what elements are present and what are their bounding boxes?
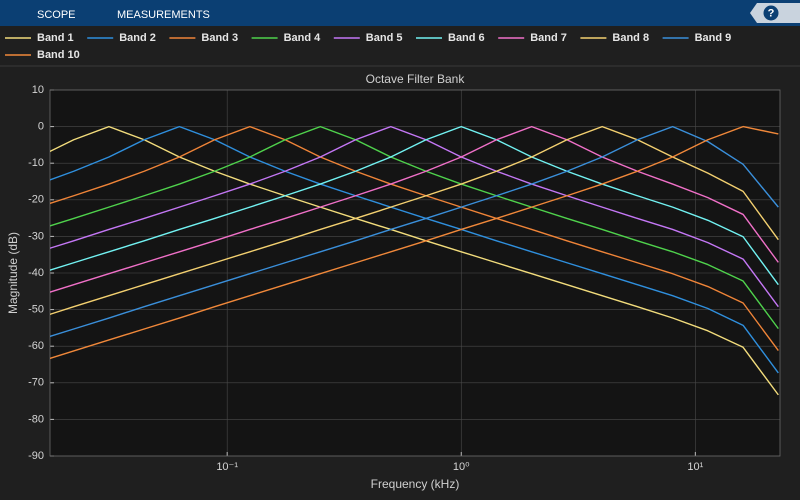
y-tick-label: -10 bbox=[28, 157, 44, 169]
series-line bbox=[50, 125, 779, 330]
legend-label[interactable]: Band 4 bbox=[284, 32, 322, 44]
y-tick-label: 10 bbox=[32, 84, 44, 96]
series-line bbox=[50, 125, 779, 352]
help-icon[interactable]: ? bbox=[768, 7, 775, 19]
toolstrip bbox=[0, 0, 800, 26]
series-line bbox=[50, 125, 779, 308]
legend-label[interactable]: Band 9 bbox=[695, 32, 732, 44]
x-tick-label: 10⁻¹ bbox=[216, 461, 238, 473]
y-tick-label: 0 bbox=[38, 121, 44, 133]
series-group bbox=[50, 125, 779, 396]
series-line bbox=[50, 125, 779, 293]
plot-frame bbox=[49, 89, 781, 457]
legend-label[interactable]: Band 10 bbox=[37, 49, 80, 61]
series-line bbox=[50, 125, 779, 396]
y-tick-label: -50 bbox=[28, 304, 44, 316]
series-line bbox=[50, 125, 779, 338]
x-tick-label: 10⁰ bbox=[453, 461, 470, 473]
series-line bbox=[50, 125, 779, 286]
y-tick-label: -40 bbox=[28, 267, 44, 279]
series-line bbox=[50, 125, 779, 360]
series-line bbox=[50, 125, 779, 374]
legend-label[interactable]: Band 1 bbox=[37, 32, 74, 44]
y-tick-label: -30 bbox=[28, 230, 44, 242]
series-line bbox=[50, 125, 779, 316]
legend-label[interactable]: Band 7 bbox=[530, 32, 567, 44]
y-axis-label: Magnitude (dB) bbox=[6, 232, 20, 314]
help-icon-bg bbox=[763, 5, 779, 21]
x-tick-label: 10¹ bbox=[687, 461, 703, 473]
y-tick-label: -70 bbox=[28, 377, 44, 389]
legend-label[interactable]: Band 5 bbox=[366, 32, 403, 44]
y-tick-label: -20 bbox=[28, 194, 44, 206]
legend-label[interactable]: Band 6 bbox=[448, 32, 485, 44]
y-tick-label: -80 bbox=[28, 413, 44, 425]
tab[interactable]: SCOPE bbox=[37, 9, 76, 21]
y-tick-label: -90 bbox=[28, 450, 44, 462]
legend-label[interactable]: Band 2 bbox=[119, 32, 156, 44]
chart-title: Octave Filter Bank bbox=[366, 72, 466, 86]
y-tick-label: -60 bbox=[28, 340, 44, 352]
tab[interactable]: MEASUREMENTS bbox=[117, 9, 210, 21]
x-axis-label: Frequency (kHz) bbox=[371, 477, 460, 491]
legend-label[interactable]: Band 3 bbox=[201, 32, 238, 44]
legend-label[interactable]: Band 8 bbox=[612, 32, 649, 44]
